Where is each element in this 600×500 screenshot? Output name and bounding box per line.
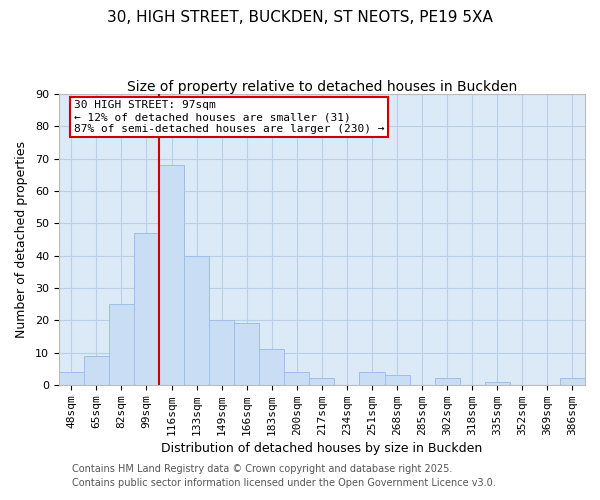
Text: Contains HM Land Registry data © Crown copyright and database right 2025.
Contai: Contains HM Land Registry data © Crown c… — [72, 464, 496, 487]
Bar — [485, 382, 510, 385]
Bar — [209, 320, 234, 385]
Text: 30 HIGH STREET: 97sqm
← 12% of detached houses are smaller (31)
87% of semi-deta: 30 HIGH STREET: 97sqm ← 12% of detached … — [74, 100, 385, 134]
Bar — [159, 165, 184, 385]
Text: 30, HIGH STREET, BUCKDEN, ST NEOTS, PE19 5XA: 30, HIGH STREET, BUCKDEN, ST NEOTS, PE19… — [107, 10, 493, 25]
Bar — [109, 304, 134, 385]
Bar — [359, 372, 385, 385]
Bar — [310, 378, 334, 385]
Bar — [184, 256, 209, 385]
Bar — [84, 356, 109, 385]
Bar — [234, 324, 259, 385]
X-axis label: Distribution of detached houses by size in Buckden: Distribution of detached houses by size … — [161, 442, 482, 455]
Bar — [434, 378, 460, 385]
Bar — [560, 378, 585, 385]
Bar — [134, 233, 159, 385]
Title: Size of property relative to detached houses in Buckden: Size of property relative to detached ho… — [127, 80, 517, 94]
Bar — [284, 372, 310, 385]
Bar — [385, 375, 410, 385]
Bar — [259, 350, 284, 385]
Bar — [59, 372, 84, 385]
Y-axis label: Number of detached properties: Number of detached properties — [15, 141, 28, 338]
